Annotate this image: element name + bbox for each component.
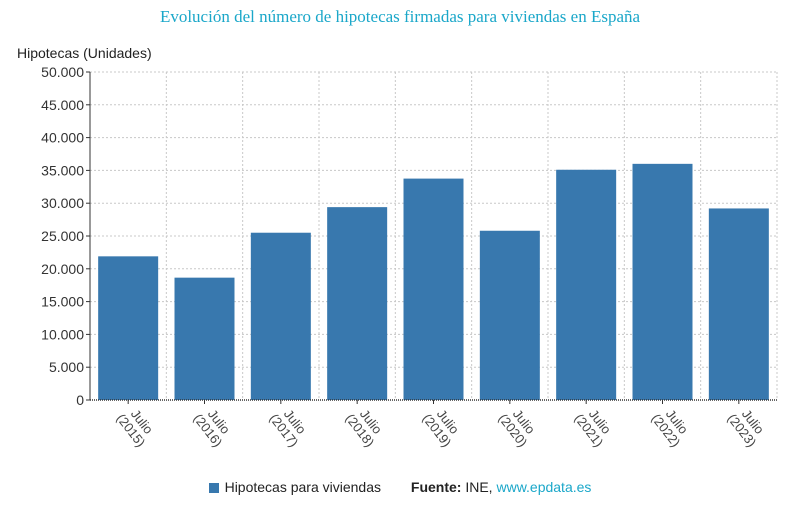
bar	[708, 208, 769, 400]
y-tick-label: 5.000	[49, 359, 84, 375]
y-tick-label: 45.000	[41, 97, 84, 113]
y-tick-label: 35.000	[41, 162, 84, 178]
legend-swatch	[208, 483, 219, 493]
y-tick-label: 20.000	[41, 261, 84, 277]
y-tick-label: 25.000	[41, 228, 84, 244]
y-tick-label: 40.000	[41, 130, 84, 146]
source-note: Fuente: INE, www.epdata.es	[411, 479, 592, 495]
bar	[327, 207, 388, 400]
source-text: INE,	[465, 479, 493, 495]
chart-title: Evolución del número de hipotecas firmad…	[159, 7, 641, 26]
legend: Hipotecas para viviendas Fuente: INE, ww…	[0, 479, 800, 495]
y-tick-label: 0	[76, 392, 84, 408]
bar	[556, 169, 617, 400]
bar	[479, 230, 540, 400]
bar	[403, 178, 464, 400]
bar	[250, 232, 311, 400]
y-tick-label: 50.000	[41, 64, 84, 80]
source-label: Fuente:	[410, 479, 462, 495]
y-tick-label: 10.000	[41, 326, 84, 342]
legend-label[interactable]: Hipotecas para viviendas	[224, 479, 381, 495]
y-tick-label: 30.000	[41, 195, 84, 211]
y-tick-label: 15.000	[41, 294, 84, 310]
bar	[98, 256, 159, 400]
source-link[interactable]: www.epdata.es	[496, 479, 592, 495]
bar	[174, 277, 235, 400]
y-axis-label: Hipotecas (Unidades)	[17, 45, 152, 61]
bar	[632, 163, 693, 400]
